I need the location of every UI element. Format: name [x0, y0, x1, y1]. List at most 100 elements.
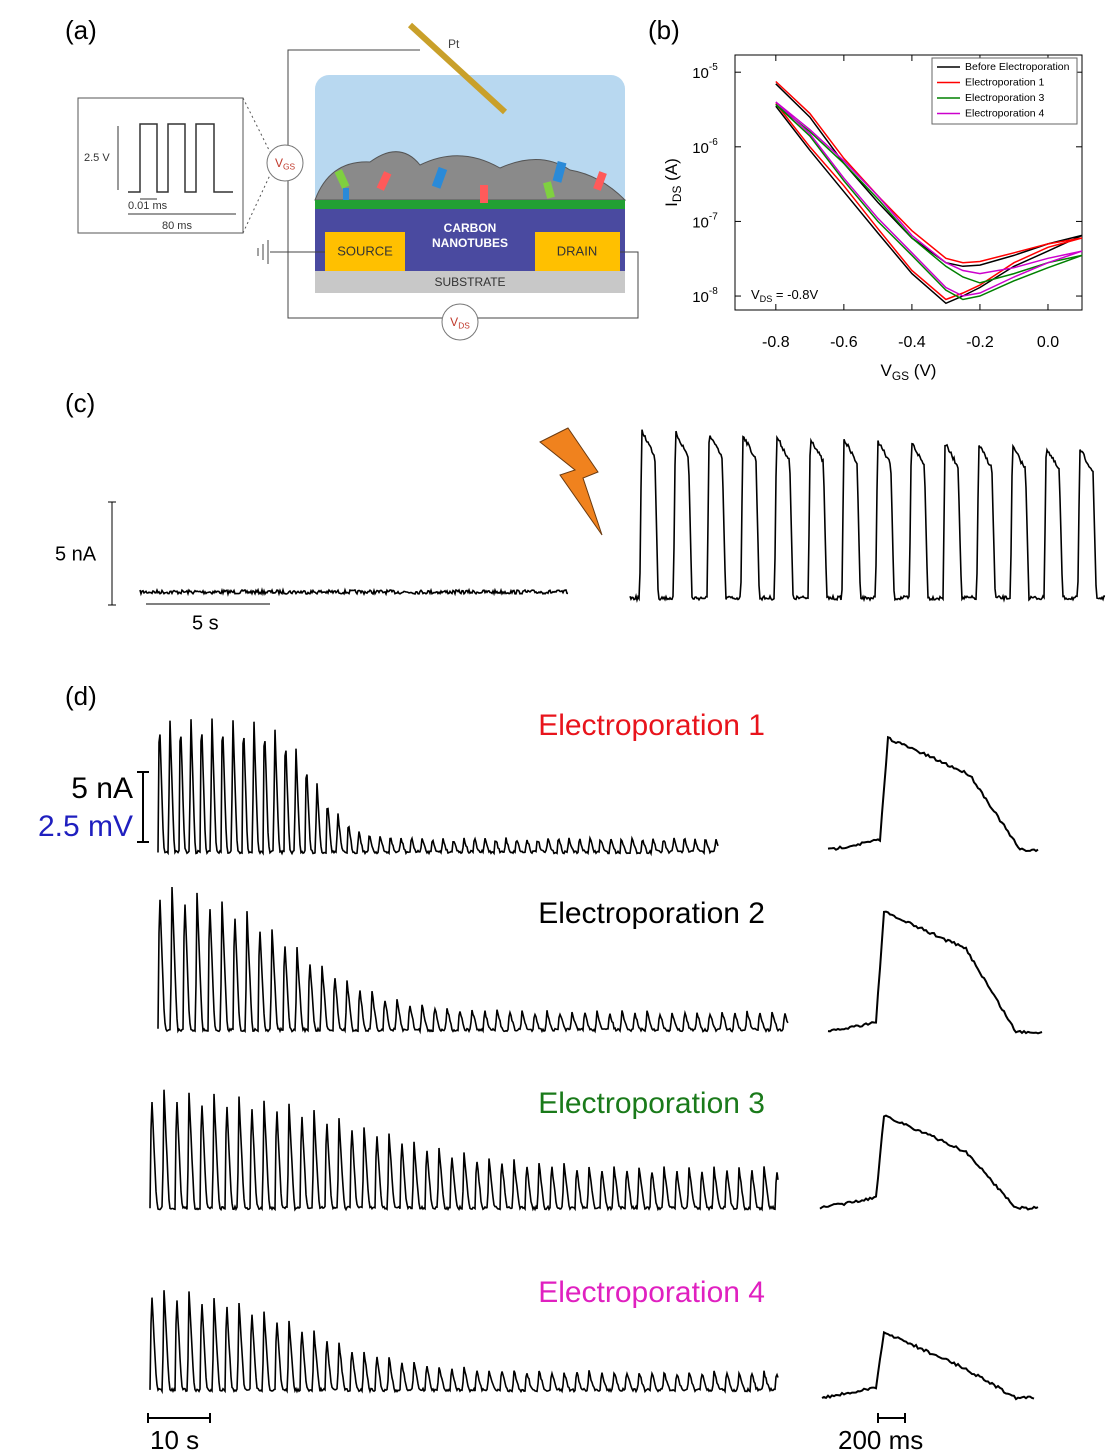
- text-part: V: [450, 315, 458, 329]
- channel-icon: [480, 185, 488, 203]
- channel-icon: [431, 166, 448, 189]
- membrane-layer: [315, 200, 625, 209]
- trace: [139, 587, 569, 597]
- x-axis-title: VGS (V): [881, 361, 937, 383]
- pt-electrode: [407, 22, 508, 115]
- row-title: Electroporation 1: [538, 709, 765, 742]
- y-axis-title: IDS (A): [662, 158, 684, 207]
- scale-label: 5 nA: [71, 772, 133, 805]
- substrate-label: SUBSTRATE: [434, 275, 505, 289]
- text-part: V: [881, 361, 893, 380]
- annotation: VDS = -0.8V: [751, 287, 819, 304]
- panel-label: (b): [648, 15, 680, 45]
- vds-label: VDS: [450, 315, 470, 331]
- scale-label: 5 s: [192, 612, 219, 634]
- series-line: [775, 80, 1083, 301]
- text-part: = -0.8V: [772, 287, 818, 302]
- pulse-train: [128, 123, 233, 193]
- drain-label: DRAIN: [557, 243, 597, 258]
- tick-base: 10: [692, 289, 709, 306]
- panel-label: (d): [65, 681, 97, 711]
- legend-label: Electroporation 1: [965, 76, 1045, 88]
- channel-label: CARBON: [444, 221, 497, 235]
- series-line: [775, 101, 1083, 297]
- vgs-source: [266, 144, 304, 182]
- channel-icon: [376, 171, 392, 191]
- drain-pad: [535, 232, 620, 272]
- channel-icon: [593, 171, 607, 191]
- series-line: [775, 83, 1083, 305]
- text-part: (A): [662, 158, 681, 185]
- channel-icon: [552, 161, 567, 183]
- x-tick-label: -0.2: [966, 334, 994, 351]
- y-tick-label: 10-8: [692, 286, 718, 306]
- scale-label: 200 ms: [838, 1425, 923, 1455]
- electrode-label: Pt: [448, 37, 460, 51]
- legend-label: Electroporation 3: [965, 92, 1045, 104]
- tick-exponent: -5: [709, 62, 718, 73]
- subscript: GS: [283, 162, 296, 172]
- action-potential: [827, 910, 1043, 1035]
- tick-base: 10: [692, 140, 709, 157]
- panel-label: (c): [65, 388, 95, 418]
- panel-label: (a): [65, 15, 97, 45]
- trace: [157, 718, 719, 857]
- trace: [149, 1290, 779, 1395]
- action-potential: [821, 1330, 1035, 1401]
- wire: [287, 181, 442, 319]
- source-label: SOURCE: [337, 243, 393, 258]
- scale-label: 10 s: [150, 1425, 199, 1455]
- x-tick-label: -0.4: [898, 334, 926, 351]
- text-part: V: [275, 156, 283, 170]
- tick-base: 10: [692, 214, 709, 231]
- pulse-inset: [77, 97, 244, 234]
- x-tick-label: -0.8: [762, 334, 790, 351]
- pulse-period: 80 ms: [162, 220, 192, 232]
- action-potential: [819, 1114, 1039, 1211]
- tick-exponent: -7: [709, 211, 718, 222]
- scale-label: 5 nA: [55, 543, 97, 565]
- substrate-layer: [315, 271, 625, 293]
- subscript: DS: [458, 321, 470, 331]
- channel-label: NANOTUBES: [432, 236, 508, 250]
- wire: [287, 49, 420, 145]
- subscript: DS: [670, 186, 684, 203]
- tick-base: 10: [692, 65, 709, 82]
- x-tick-label: -0.6: [830, 334, 858, 351]
- scale-label: 2.5 mV: [38, 810, 133, 843]
- row-title: Electroporation 4: [538, 1276, 765, 1309]
- text-part: I: [662, 202, 681, 207]
- tick-exponent: -6: [709, 136, 718, 147]
- y-tick-label: 10-6: [692, 136, 718, 156]
- y-tick-label: 10-7: [692, 211, 718, 231]
- text-part: V: [751, 287, 760, 302]
- legend-label: Before Electroporation: [965, 61, 1070, 73]
- vds-source: [441, 303, 479, 341]
- legend-label: Electroporation 4: [965, 107, 1045, 119]
- wire: [478, 251, 639, 319]
- y-tick-label: 10-5: [692, 62, 718, 82]
- channel-icon: [543, 181, 555, 199]
- lightning-bolt: [539, 427, 603, 536]
- zoom-line: [242, 97, 271, 153]
- subscript: GS: [892, 369, 909, 383]
- source-pad: [325, 232, 405, 272]
- zoom-line: [242, 174, 271, 234]
- subscript: DS: [760, 294, 773, 304]
- tick-exponent: -8: [709, 286, 718, 297]
- row-title: Electroporation 2: [538, 897, 765, 930]
- channel-icon: [334, 169, 350, 189]
- pulse-width: 0.01 ms: [128, 200, 168, 212]
- trace: [157, 886, 789, 1035]
- row-title: Electroporation 3: [538, 1087, 765, 1120]
- series-line: [775, 103, 1083, 301]
- trace: [629, 429, 1106, 603]
- pulse-amplitude: 2.5 V: [84, 152, 110, 164]
- action-potential: [827, 735, 1039, 853]
- plot-frame: [734, 54, 1083, 311]
- schematic: [77, 22, 639, 536]
- channel-icon: [343, 188, 349, 200]
- trace: [149, 1089, 779, 1212]
- vgs-label: VGS: [275, 156, 296, 172]
